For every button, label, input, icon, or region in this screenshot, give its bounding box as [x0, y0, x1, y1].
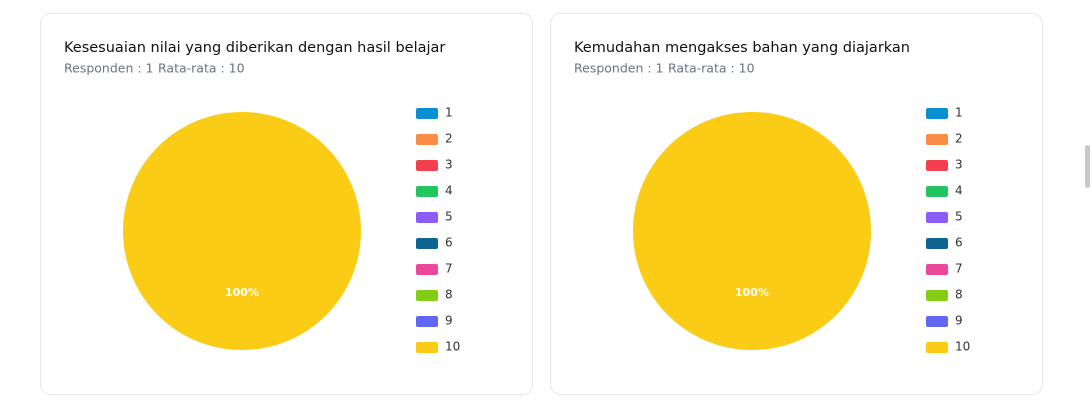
legend-label: 8: [955, 288, 963, 302]
legend-label: 7: [445, 262, 453, 276]
respondents: Responden : 1: [574, 61, 664, 76]
legend-label: 2: [445, 132, 453, 146]
legend-label: 10: [955, 340, 970, 354]
legend-swatch: [416, 342, 438, 353]
legend-label: 10: [445, 340, 460, 354]
legend-label: 1: [445, 106, 453, 120]
legend-swatch: [416, 160, 438, 171]
legend-swatch: [926, 316, 948, 327]
chart-card: Kemudahan mengakses bahan yang diajarkan…: [550, 13, 1043, 395]
legend-label: 7: [955, 262, 963, 276]
legend-swatch: [926, 108, 948, 119]
legend-swatch: [926, 160, 948, 171]
average: Rata-rata : 10: [158, 61, 245, 76]
legend-swatch: [416, 264, 438, 275]
pie-slice: [123, 112, 361, 350]
legend-label: 3: [955, 158, 963, 172]
legend-swatch: [416, 108, 438, 119]
legend-label: 5: [955, 210, 963, 224]
slice-label: 100%: [225, 286, 259, 299]
legend-swatch: [926, 186, 948, 197]
legend-label: 9: [955, 314, 963, 328]
legend-swatch: [416, 212, 438, 223]
legend-swatch: [926, 134, 948, 145]
chart-card: Kesesuaian nilai yang diberikan dengan h…: [40, 13, 533, 395]
legend-swatch: [926, 290, 948, 301]
legend-swatch: [926, 238, 948, 249]
legend-swatch: [416, 316, 438, 327]
scrollbar[interactable]: [1085, 145, 1090, 188]
legend-label: 4: [445, 184, 453, 198]
legend-swatch: [416, 186, 438, 197]
legend-label: 2: [955, 132, 963, 146]
chart-title: Kemudahan mengakses bahan yang diajarkan: [574, 40, 910, 56]
respondents: Responden : 1: [64, 61, 154, 76]
legend-swatch: [926, 264, 948, 275]
legend-label: 8: [445, 288, 453, 302]
legend-label: 3: [445, 158, 453, 172]
legend-swatch: [416, 290, 438, 301]
legend-label: 5: [445, 210, 453, 224]
legend-label: 9: [445, 314, 453, 328]
legend-label: 1: [955, 106, 963, 120]
legend-swatch: [416, 238, 438, 249]
average: Rata-rata : 10: [668, 61, 755, 76]
slice-label: 100%: [735, 286, 769, 299]
pie-slice: [633, 112, 871, 350]
legend-swatch: [926, 212, 948, 223]
legend-label: 6: [445, 236, 453, 250]
legend-swatch: [926, 342, 948, 353]
legend-label: 4: [955, 184, 963, 198]
legend-label: 6: [955, 236, 963, 250]
chart-title: Kesesuaian nilai yang diberikan dengan h…: [64, 40, 445, 56]
legend-swatch: [416, 134, 438, 145]
